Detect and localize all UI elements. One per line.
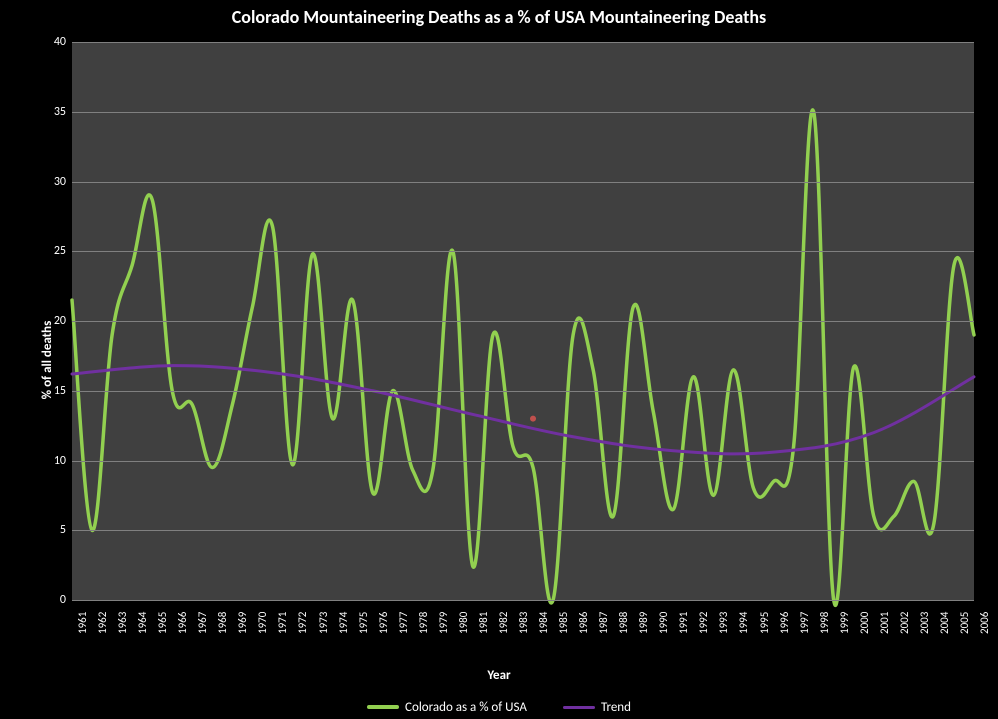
x-tick-label: 1971 bbox=[276, 612, 289, 634]
x-tick-label: 1983 bbox=[517, 612, 530, 634]
x-tick-label: 1964 bbox=[136, 612, 149, 634]
gridline bbox=[72, 461, 974, 462]
legend: Colorado as a % of USA Trend bbox=[0, 698, 998, 715]
x-tick-label: 1999 bbox=[838, 612, 851, 634]
x-tick-label: 2000 bbox=[858, 612, 871, 634]
x-tick-label: 1976 bbox=[377, 612, 390, 634]
x-tick-label: 1995 bbox=[758, 612, 771, 634]
x-tick-label: 1978 bbox=[417, 612, 430, 634]
x-tick-label: 1993 bbox=[717, 612, 730, 634]
x-tick-label: 1990 bbox=[657, 612, 670, 634]
x-tick-label: 2005 bbox=[958, 612, 971, 634]
y-tick-label: 15 bbox=[44, 384, 66, 398]
x-tick-label: 1994 bbox=[737, 612, 750, 634]
x-tick-label: 1985 bbox=[557, 612, 570, 634]
legend-label: Trend bbox=[601, 700, 631, 715]
x-tick-label: 1965 bbox=[156, 612, 169, 634]
x-tick-label: 1982 bbox=[497, 612, 510, 634]
x-tick-label: 1973 bbox=[317, 612, 330, 634]
x-tick-label: 1961 bbox=[76, 612, 89, 634]
x-tick-label: 1988 bbox=[617, 612, 630, 634]
x-tick-label: 1997 bbox=[798, 612, 811, 634]
legend-item: Colorado as a % of USA bbox=[367, 700, 527, 715]
y-tick-label: 35 bbox=[44, 105, 66, 119]
x-tick-label: 1974 bbox=[337, 612, 350, 634]
gridline bbox=[72, 530, 974, 531]
y-tick-label: 0 bbox=[44, 593, 66, 607]
x-tick-label: 1968 bbox=[216, 612, 229, 634]
legend-swatch bbox=[563, 706, 595, 709]
x-tick-label: 1981 bbox=[477, 612, 490, 634]
x-tick-label: 1989 bbox=[637, 612, 650, 634]
chart-title: Colorado Mountaineering Deaths as a % of… bbox=[0, 6, 998, 28]
x-tick-label: 1969 bbox=[236, 612, 249, 634]
x-tick-label: 1966 bbox=[176, 612, 189, 634]
x-tick-label: 1996 bbox=[778, 612, 791, 634]
gridline bbox=[72, 251, 974, 252]
x-axis-label: Year bbox=[0, 668, 998, 683]
x-tick-label: 2001 bbox=[878, 612, 891, 634]
x-tick-label: 2006 bbox=[978, 612, 991, 634]
x-tick-label: 1975 bbox=[357, 612, 370, 634]
x-tick-label: 1972 bbox=[296, 612, 309, 634]
gridline bbox=[72, 391, 974, 392]
x-tick-label: 1980 bbox=[457, 612, 470, 634]
gridline bbox=[72, 321, 974, 322]
x-tick-label: 1967 bbox=[196, 612, 209, 634]
legend-swatch bbox=[367, 705, 399, 709]
y-tick-label: 40 bbox=[44, 35, 66, 49]
legend-item: Trend bbox=[563, 700, 631, 715]
gridline bbox=[72, 42, 974, 43]
x-tick-label: 2004 bbox=[938, 612, 951, 634]
plot-area bbox=[72, 42, 974, 600]
x-tick-label: 2002 bbox=[898, 612, 911, 634]
x-tick-label: 1962 bbox=[96, 612, 109, 634]
x-tick-label: 1977 bbox=[397, 612, 410, 634]
y-tick-label: 20 bbox=[44, 314, 66, 328]
gridline bbox=[72, 600, 974, 601]
data-marker bbox=[530, 416, 536, 422]
x-tick-label: 1986 bbox=[577, 612, 590, 634]
y-tick-label: 5 bbox=[44, 523, 66, 537]
x-tick-label: 1991 bbox=[677, 612, 690, 634]
x-tick-label: 1998 bbox=[818, 612, 831, 634]
y-tick-label: 30 bbox=[44, 175, 66, 189]
x-tick-label: 1992 bbox=[697, 612, 710, 634]
y-tick-label: 25 bbox=[44, 244, 66, 258]
x-tick-label: 1987 bbox=[597, 612, 610, 634]
legend-label: Colorado as a % of USA bbox=[405, 700, 527, 715]
gridline bbox=[72, 112, 974, 113]
x-tick-label: 1970 bbox=[256, 612, 269, 634]
x-tick-label: 2003 bbox=[918, 612, 931, 634]
gridline bbox=[72, 182, 974, 183]
chart-container: Colorado Mountaineering Deaths as a % of… bbox=[0, 0, 998, 719]
x-tick-label: 1979 bbox=[437, 612, 450, 634]
y-tick-label: 10 bbox=[44, 454, 66, 468]
series-line bbox=[72, 366, 974, 454]
x-tick-label: 1963 bbox=[116, 612, 129, 634]
x-tick-label: 1984 bbox=[537, 612, 550, 634]
